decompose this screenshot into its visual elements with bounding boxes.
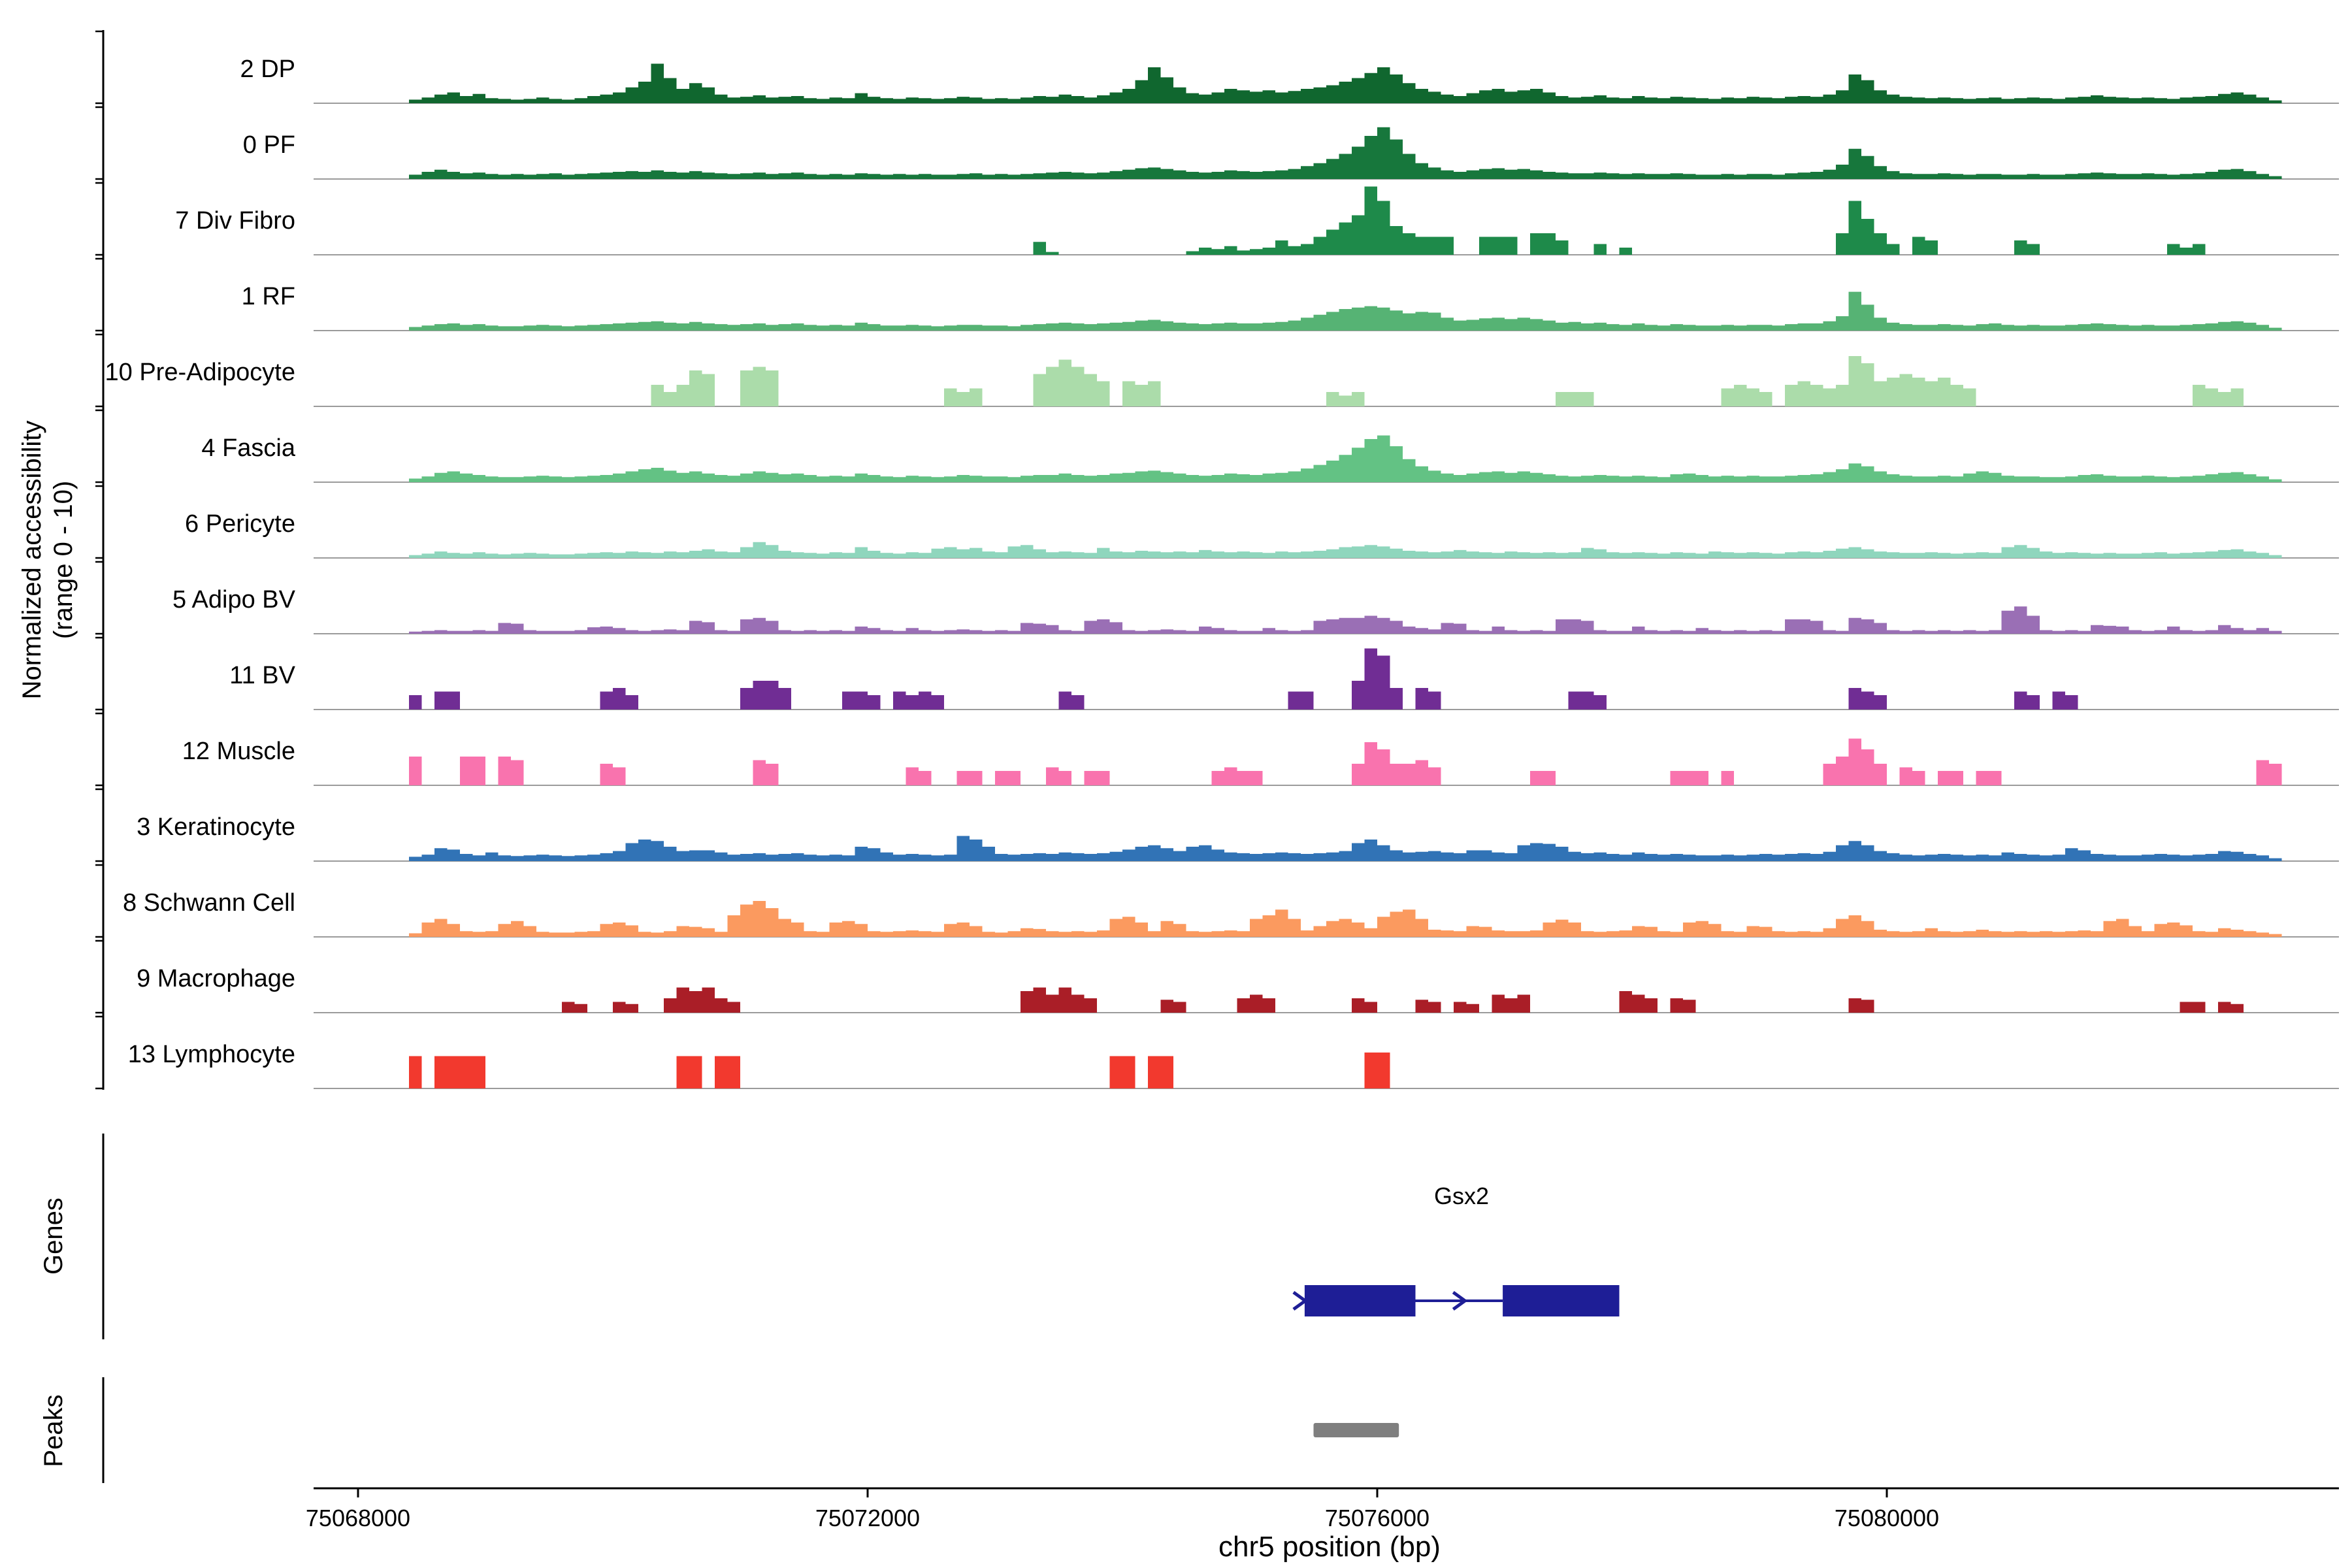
track-signal-area	[307, 1053, 2345, 1088]
track-signal-area	[307, 738, 2345, 785]
track-8-schwann-cell: 8 Schwann Cell	[95, 864, 2345, 938]
track-1-rf: 1 RF	[95, 257, 2345, 332]
track-5-adipo-bv: 5 Adipo BV	[95, 561, 2345, 635]
track-label: 0 PF	[243, 131, 295, 159]
track-13-lymphocyte: 13 Lymphocyte	[95, 1015, 2345, 1090]
track-signal-area	[307, 356, 2345, 406]
track-label: 10 Pre-Adipocyte	[105, 359, 296, 386]
track-label: 7 Div Fibro	[175, 207, 295, 235]
track-label: 9 Macrophage	[137, 965, 295, 992]
track-signal-area	[307, 648, 2345, 710]
x-axis-tick-label: 75080000	[1835, 1505, 1939, 1531]
track-label: 6 Pericyte	[185, 510, 295, 538]
track-4-fascia: 4 Fascia	[95, 409, 2345, 483]
y-axis-label-line1: Normalized accessibility	[18, 421, 46, 700]
track-label: 12 Muscle	[182, 738, 295, 765]
track-6-pericyte: 6 Pericyte	[95, 485, 2345, 559]
y-axis-label-line2: (range 0 - 10)	[49, 481, 78, 639]
genes-section-label: Genes	[39, 1198, 68, 1275]
track-label: 8 Schwann Cell	[123, 889, 295, 917]
track-12-muscle: 12 Muscle	[95, 712, 2345, 787]
track-signal-area	[307, 987, 2345, 1013]
track-signal-area	[307, 186, 2345, 255]
track-signal-area	[307, 542, 2345, 558]
track-label: 13 Lymphocyte	[128, 1041, 295, 1068]
peak-bar	[1313, 1423, 1399, 1437]
peaks-annotation-layer	[1313, 1423, 1399, 1437]
x-axis-tick-label: 75068000	[306, 1505, 410, 1531]
gene-direction-arrow-icon	[1452, 1290, 1468, 1311]
track-9-macrophage: 9 Macrophage	[95, 939, 2345, 1014]
peaks-section-label: Peaks	[39, 1394, 68, 1467]
gene-exon	[1503, 1285, 1620, 1316]
track-signal-area	[307, 606, 2345, 634]
gene-name-label: Gsx2	[1434, 1183, 1489, 1209]
track-label: 11 BV	[229, 662, 295, 689]
track-label: 3 Keratinocyte	[137, 813, 295, 841]
x-axis-tick-label: 75072000	[815, 1505, 920, 1531]
gene-model-layer	[1292, 1285, 1620, 1316]
track-11-bv: 11 BV	[95, 636, 2345, 711]
track-7-div-fibro: 7 Div Fibro	[95, 182, 2345, 256]
track-label: 1 RF	[242, 283, 295, 310]
track-10-pre-adipocyte: 10 Pre-Adipocyte	[95, 333, 2345, 408]
track-signal-area	[307, 901, 2345, 937]
x-axis-title: chr5 position (bp)	[1218, 1531, 1441, 1563]
track-label: 2 DP	[240, 56, 295, 83]
axes-layer: 75068000 75072000 75076000 75080000	[102, 30, 2339, 1531]
gene-tss-arrow-icon	[1292, 1290, 1309, 1311]
track-signal-area	[307, 63, 2345, 103]
track-signal-area	[307, 291, 2345, 331]
track-0-pf: 0 PF	[95, 106, 2345, 180]
track-label: 4 Fascia	[201, 434, 295, 462]
track-3-keratinocyte: 3 Keratinocyte	[95, 788, 2345, 862]
track-label: 5 Adipo BV	[172, 586, 296, 613]
x-axis-tick-label: 75076000	[1325, 1505, 1429, 1531]
track-2-dp: 2 DP	[95, 30, 2345, 105]
gene-exon	[1304, 1285, 1416, 1316]
tracks-layer: 2 DP 0 PF 7 Div Fibro 1 RF 10 Pre-Adipocyte 4…	[95, 30, 2345, 1090]
track-signal-area	[307, 435, 2345, 482]
track-signal-area	[307, 836, 2345, 861]
track-signal-area	[307, 127, 2345, 179]
